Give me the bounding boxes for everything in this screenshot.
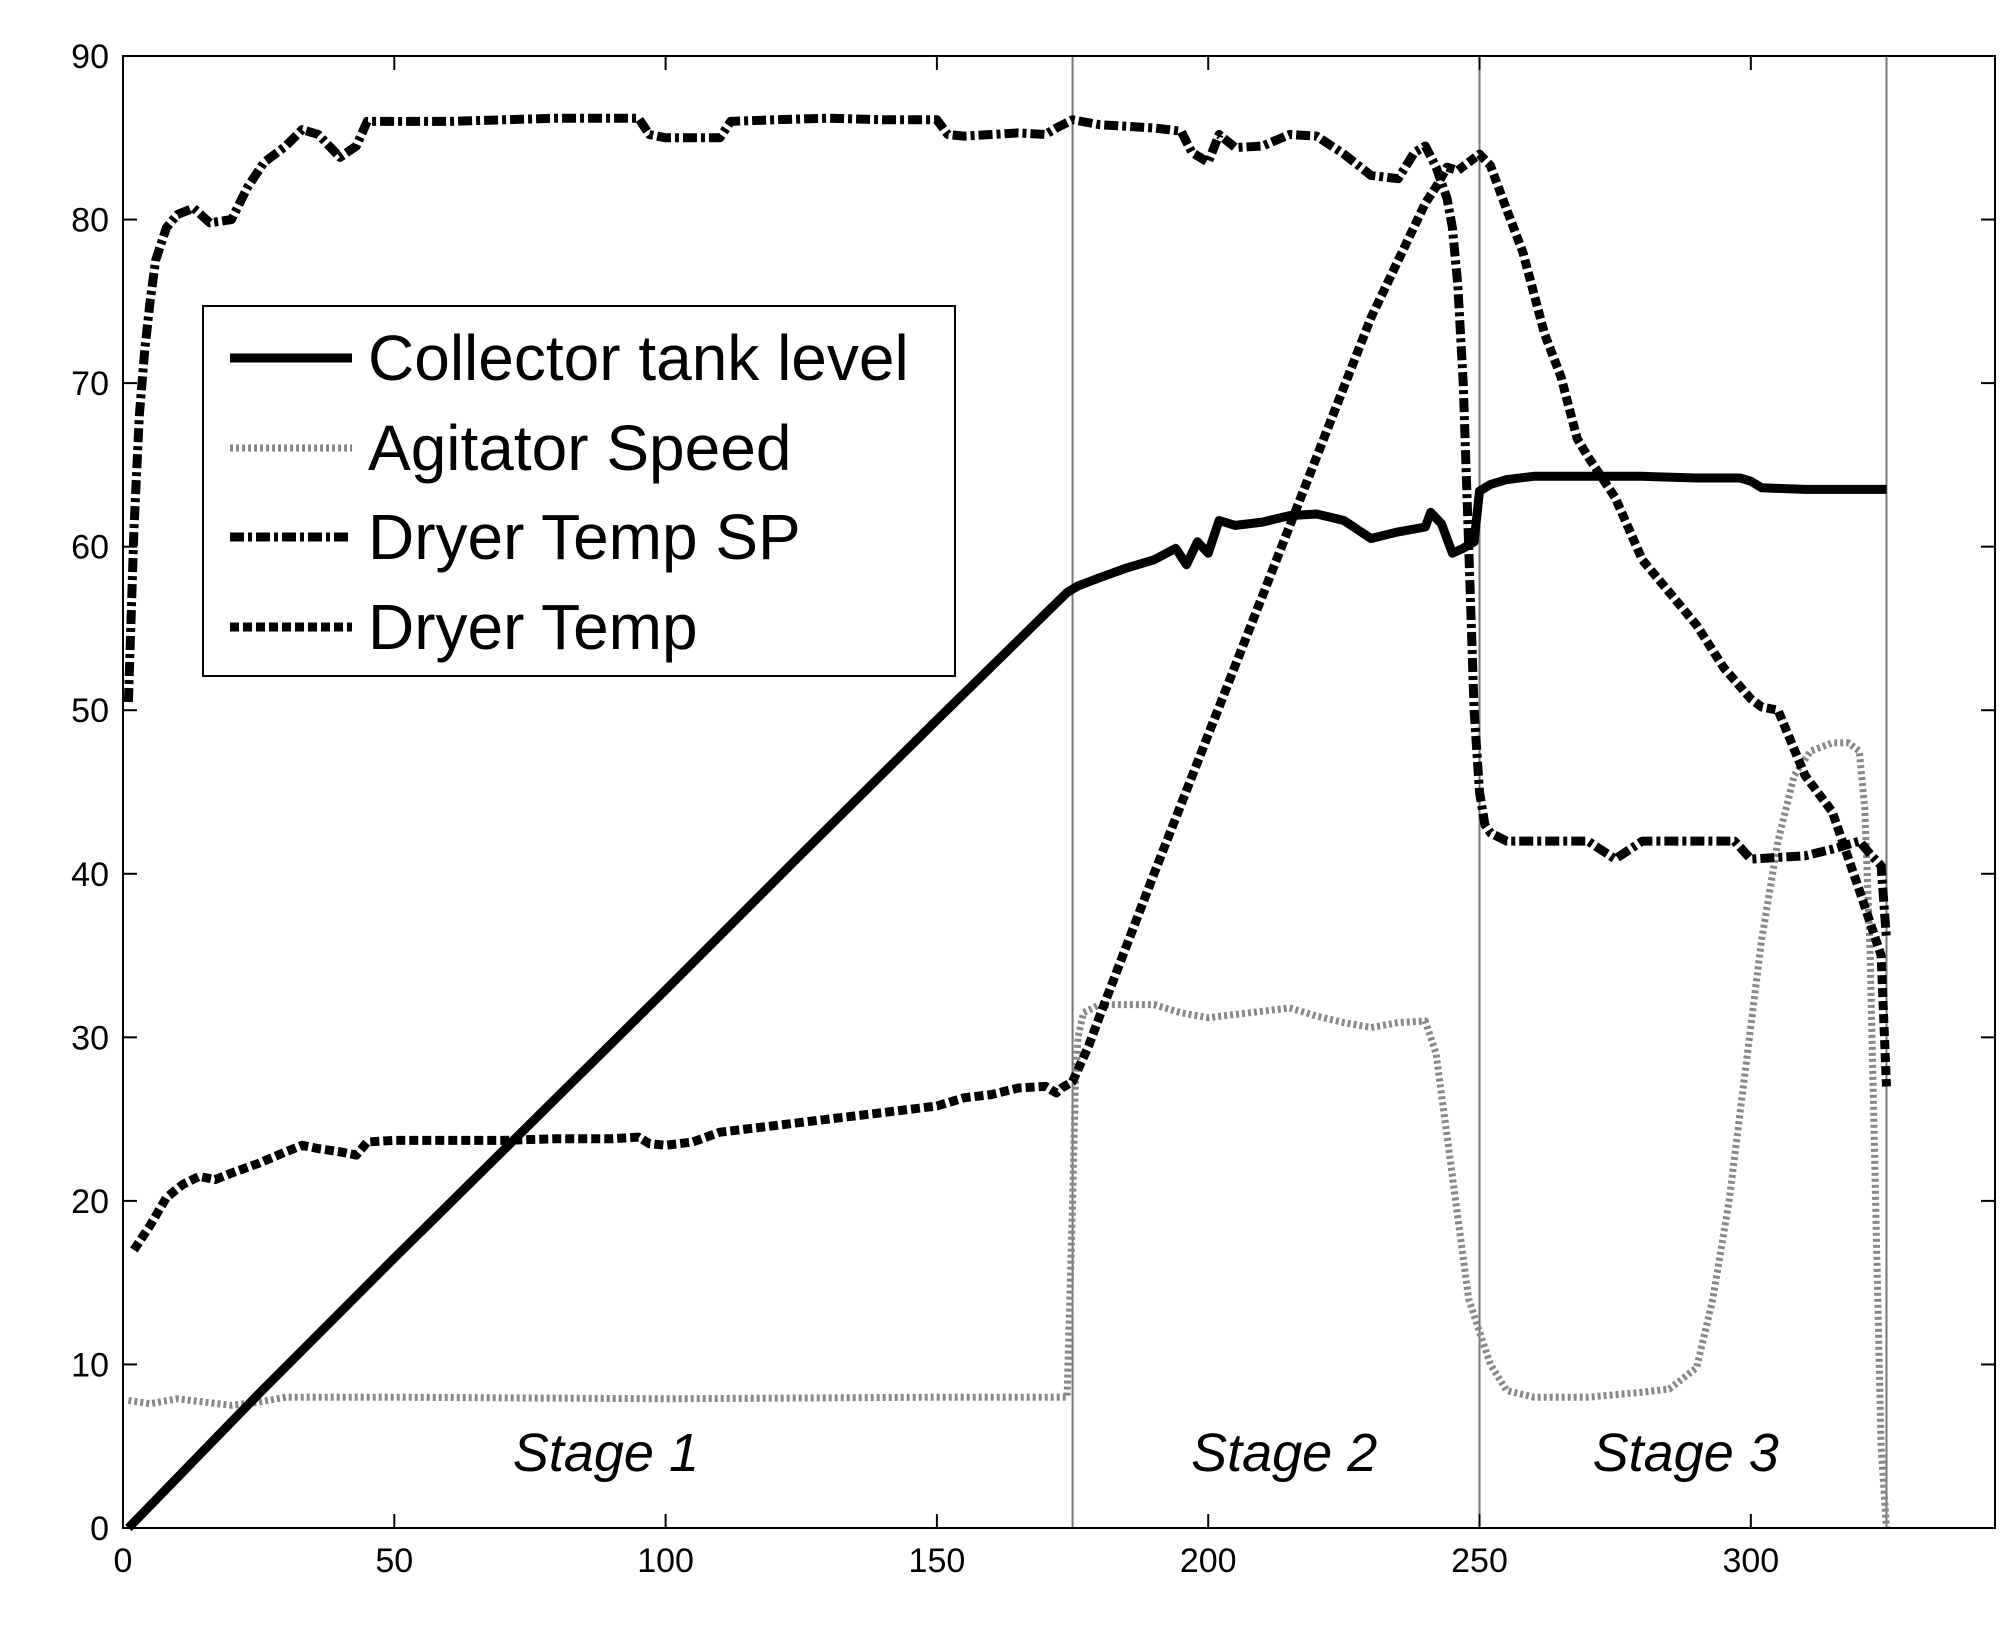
series-line-dryer-temp xyxy=(130,149,1891,1253)
x-tick-label: 200 xyxy=(1180,1542,1237,1580)
plot-frame xyxy=(122,55,1996,1529)
x-tick-label: 50 xyxy=(375,1542,413,1580)
stage-labels: Stage 1 Stage 2 Stage 3 xyxy=(513,1423,1779,1483)
stage-label-1: Stage 1 xyxy=(513,1423,699,1483)
y-tick-label: 50 xyxy=(71,692,109,730)
legend-label-1: Collector tank level xyxy=(368,322,909,394)
series-line-agitator-speed xyxy=(127,739,1890,1529)
legend-label-3: Dryer Temp SP xyxy=(368,501,801,573)
y-tick-label: 0 xyxy=(90,1510,109,1548)
legend-box xyxy=(202,305,956,677)
x-tick-label: 100 xyxy=(637,1542,694,1580)
legend-label-4: Dryer Temp xyxy=(368,591,698,663)
y-tick-label: 10 xyxy=(71,1346,109,1384)
x-tick-label: 150 xyxy=(909,1542,966,1580)
x-tick-label: 300 xyxy=(1722,1542,1779,1580)
y-tick-label: 40 xyxy=(71,856,109,894)
y-tick-label: 70 xyxy=(71,365,109,403)
legend-label-2: Agitator Speed xyxy=(368,412,791,484)
y-tick-label: 20 xyxy=(71,1183,109,1221)
y-tick-label: 80 xyxy=(71,202,109,240)
y-tick-label: 30 xyxy=(71,1019,109,1057)
series-line-collector-tank-level xyxy=(125,471,1887,1532)
axes: 0 50 100 150 200 250 300 0 10 20 30 40 50 60 70 80 90 xyxy=(71,38,1995,1580)
stage-label-2: Stage 2 xyxy=(1191,1423,1377,1483)
y-tick-label: 60 xyxy=(71,529,109,567)
stage-label-3: Stage 3 xyxy=(1593,1423,1779,1483)
x-tick-label: 250 xyxy=(1451,1542,1508,1580)
series-layer xyxy=(123,113,1891,1532)
legend: Collector tank level Agitator Speed Dryer … xyxy=(202,305,956,677)
y-tick-label: 90 xyxy=(71,38,109,76)
series-line-dryer-temp-sp xyxy=(123,113,1891,940)
x-tick-label: 0 xyxy=(114,1542,133,1580)
